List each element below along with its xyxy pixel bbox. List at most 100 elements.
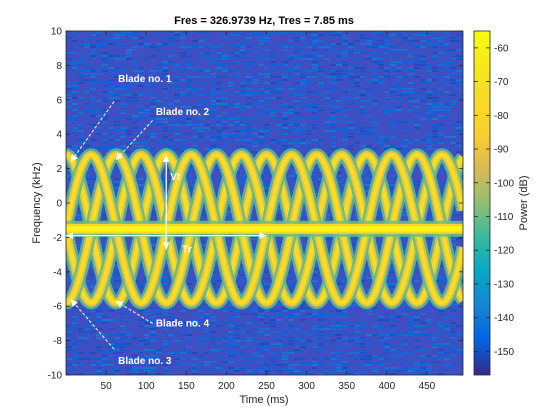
- noise-cell: [78, 358, 84, 360]
- noise-cell: [126, 88, 132, 90]
- noise-cell: [408, 373, 414, 375]
- noise-cell: [258, 370, 264, 372]
- noise-cell: [102, 148, 108, 150]
- noise-cell: [264, 91, 270, 93]
- noise-cell: [228, 304, 234, 306]
- noise-cell: [450, 49, 456, 51]
- noise-cell: [234, 121, 240, 123]
- noise-cell: [318, 139, 324, 141]
- noise-cell: [282, 307, 288, 309]
- noise-cell: [162, 88, 168, 90]
- noise-cell: [420, 64, 426, 66]
- noise-cell: [168, 361, 174, 363]
- noise-cell: [162, 112, 168, 114]
- noise-cell: [408, 88, 414, 90]
- noise-cell: [426, 337, 432, 339]
- plot-area: [66, 31, 463, 375]
- noise-cell: [174, 31, 180, 33]
- noise-cell: [150, 316, 156, 318]
- noise-cell: [300, 331, 306, 333]
- noise-cell: [102, 61, 108, 63]
- noise-cell: [348, 124, 354, 126]
- noise-cell: [66, 52, 72, 54]
- noise-cell: [258, 37, 264, 39]
- noise-cell: [78, 352, 84, 354]
- noise-cell: [174, 322, 180, 324]
- noise-cell: [276, 31, 282, 33]
- noise-cell: [246, 94, 252, 96]
- noise-cell: [108, 148, 114, 150]
- noise-cell: [336, 181, 342, 183]
- noise-cell: [402, 145, 408, 147]
- noise-cell: [198, 136, 204, 138]
- noise-cell: [450, 331, 456, 333]
- noise-cell: [102, 64, 108, 66]
- noise-cell: [78, 82, 84, 84]
- noise-cell: [360, 52, 366, 54]
- noise-cell: [414, 127, 420, 129]
- noise-cell: [414, 67, 420, 69]
- noise-cell: [348, 325, 354, 327]
- noise-cell: [294, 70, 300, 72]
- noise-cell: [312, 358, 318, 360]
- noise-cell: [168, 334, 174, 336]
- noise-cell: [318, 67, 324, 69]
- noise-cell: [204, 76, 210, 78]
- noise-cell: [174, 352, 180, 354]
- noise-cell: [228, 103, 234, 105]
- noise-cell: [150, 115, 156, 117]
- noise-cell: [438, 313, 444, 315]
- noise-cell: [102, 334, 108, 336]
- noise-cell: [240, 181, 246, 183]
- noise-cell: [372, 37, 378, 39]
- noise-cell: [342, 280, 348, 282]
- noise-cell: [312, 313, 318, 315]
- noise-cell: [348, 355, 354, 357]
- noise-cell: [228, 343, 234, 345]
- noise-cell: [378, 46, 384, 48]
- noise-cell: [276, 88, 282, 90]
- noise-cell: [282, 79, 288, 81]
- noise-cell: [330, 73, 336, 75]
- noise-cell: [318, 70, 324, 72]
- noise-cell: [312, 190, 318, 192]
- noise-cell: [456, 214, 462, 216]
- noise-cell: [66, 367, 72, 369]
- noise-cell: [282, 73, 288, 75]
- noise-cell: [318, 331, 324, 333]
- noise-cell: [378, 31, 384, 33]
- noise-cell: [204, 148, 210, 150]
- noise-cell: [246, 97, 252, 99]
- noise-cell: [336, 175, 342, 177]
- noise-cell: [282, 316, 288, 318]
- noise-cell: [180, 322, 186, 324]
- noise-cell: [264, 271, 270, 273]
- noise-cell: [396, 109, 402, 111]
- noise-cell: [150, 319, 156, 321]
- noise-cell: [168, 352, 174, 354]
- noise-cell: [84, 322, 90, 324]
- noise-cell: [384, 358, 390, 360]
- noise-cell: [216, 118, 222, 120]
- noise-cell: [408, 40, 414, 42]
- noise-cell: [330, 328, 336, 330]
- noise-cell: [294, 313, 300, 315]
- noise-cell: [264, 322, 270, 324]
- noise-cell: [90, 109, 96, 111]
- noise-cell: [258, 100, 264, 102]
- noise-cell: [384, 352, 390, 354]
- noise-cell: [120, 58, 126, 60]
- noise-cell: [174, 64, 180, 66]
- noise-cell: [414, 334, 420, 336]
- noise-cell: [174, 67, 180, 69]
- noise-cell: [294, 346, 300, 348]
- noise-cell: [138, 46, 144, 48]
- noise-cell: [360, 364, 366, 366]
- noise-cell: [240, 361, 246, 363]
- noise-cell: [384, 40, 390, 42]
- noise-cell: [258, 310, 264, 312]
- y-tick-label: -4: [53, 267, 62, 278]
- noise-cell: [252, 370, 258, 372]
- noise-cell: [426, 364, 432, 366]
- noise-cell: [114, 178, 120, 180]
